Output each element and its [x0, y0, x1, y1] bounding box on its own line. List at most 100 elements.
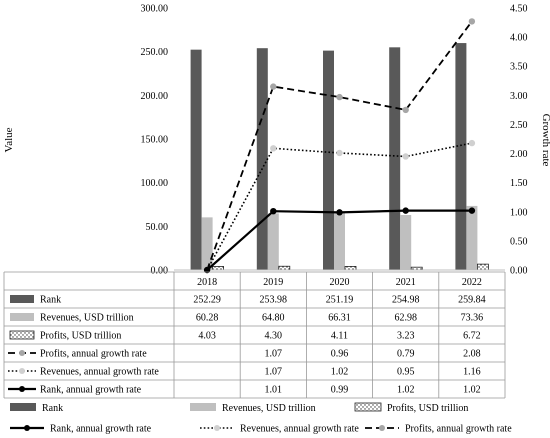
- right-tick-label: 0.50: [510, 236, 528, 247]
- category-label: 2022: [462, 277, 482, 288]
- bar-profits: [212, 266, 225, 271]
- legend-label-rank: Rank: [42, 403, 63, 414]
- table-cell-revenues-growth: 1.07: [265, 367, 283, 378]
- table-key-revenues: [10, 313, 34, 321]
- table-cell-profits: 4.11: [331, 331, 348, 342]
- table-row-label-profits-growth: Profits, annual growth rate: [40, 349, 147, 360]
- legend-label-revenues: Revenues, USD trillion: [222, 403, 316, 414]
- bar-profits: [278, 265, 291, 271]
- marker-revenues-growth: [336, 149, 343, 157]
- legend-key-marker-rank-growth: [24, 425, 30, 431]
- table-cell-rank: 254.98: [392, 295, 420, 306]
- left-tick-label: 200.00: [141, 91, 169, 102]
- table-cell-rank: 253.98: [260, 295, 288, 306]
- left-axis-title: Value: [3, 127, 15, 152]
- right-tick-label: 4.50: [510, 4, 528, 15]
- legend-label-profits-growth: Profits, annual growth rate: [405, 424, 512, 435]
- legend-key-marker-profits-growth: [379, 425, 385, 431]
- left-tick-label: 300.00: [141, 4, 169, 15]
- category-label: 2020: [330, 277, 350, 288]
- marker-profits-growth: [402, 106, 409, 114]
- marker-revenues-growth: [270, 145, 277, 152]
- marker-rank-growth: [468, 207, 476, 214]
- table-cell-rank: 251.19: [326, 295, 354, 306]
- table-cell-profits-growth: 0.79: [397, 349, 415, 360]
- marker-profits-growth: [468, 18, 476, 25]
- bar-rank: [256, 48, 268, 271]
- table-cell-rank-growth: 1.01: [265, 385, 283, 396]
- right-tick-label: 0.00: [510, 266, 528, 277]
- table-cell-profits: 4.30: [265, 331, 283, 342]
- left-tick-label: 0.00: [151, 266, 169, 277]
- right-tick-label: 1.50: [510, 178, 528, 189]
- table-cell-rank: 252.29: [193, 295, 221, 306]
- table-cell-profits-growth: 1.07: [265, 349, 283, 360]
- table-row-label-rank: Rank: [40, 295, 61, 306]
- bar-rank: [455, 43, 467, 271]
- right-tick-label: 1.00: [510, 207, 528, 218]
- right-tick-label: 3.50: [510, 62, 528, 73]
- right-tick-label: 2.50: [510, 120, 528, 131]
- right-axis-title: Growth rate: [540, 114, 550, 167]
- line-profits-growth: [206, 20, 473, 271]
- marker-rank-growth: [336, 209, 343, 216]
- table-cell-revenues: 66.31: [328, 313, 351, 324]
- marker-profits-growth: [336, 93, 343, 101]
- table-cell-revenues-growth: 1.02: [331, 367, 349, 378]
- marker-rank-growth: [402, 207, 409, 214]
- marker-profits-growth: [270, 83, 277, 90]
- right-tick-label: 4.00: [510, 33, 528, 44]
- bar-revenues: [400, 214, 412, 270]
- table-cell-revenues: 60.28: [196, 313, 219, 324]
- table-cell-profits: 3.23: [397, 331, 415, 342]
- legend-label-rank-growth: Rank, annual growth rate: [50, 424, 152, 435]
- left-tick-label: 50.00: [146, 222, 169, 233]
- table-cell-revenues: 62.98: [394, 313, 417, 324]
- table-cell-profits-growth: 0.96: [331, 349, 349, 360]
- right-tick-label: 3.00: [510, 91, 528, 102]
- bar-profits: [344, 266, 357, 271]
- marker-revenues-growth: [402, 153, 409, 160]
- table-cell-rank-growth: 1.02: [463, 385, 481, 396]
- table-cell-profits: 6.72: [463, 331, 481, 342]
- legend-key-revenues: [190, 403, 216, 411]
- marker-revenues-growth: [468, 139, 476, 147]
- legend-label-profits: Profits, USD trillion: [387, 403, 468, 414]
- table-key-marker-profits-growth: [19, 350, 25, 356]
- table-row-label-profits: Profits, USD trillion: [40, 331, 121, 342]
- left-tick-label: 250.00: [141, 47, 169, 58]
- bar-revenues: [201, 217, 213, 270]
- bar-revenues: [466, 205, 478, 270]
- bar-revenues: [334, 212, 345, 270]
- table-row-label-rank-growth: Rank, annual growth rate: [40, 385, 142, 396]
- table-key-profits: [9, 330, 35, 340]
- table-cell-revenues-growth: 1.16: [463, 367, 481, 378]
- table-cell-rank-growth: 0.99: [331, 385, 349, 396]
- left-tick-label: 100.00: [141, 178, 169, 189]
- legend-key-marker-revenues-growth: [214, 425, 220, 431]
- table-cell-rank: 259.84: [458, 295, 486, 306]
- legend-key-profits: [354, 402, 382, 412]
- legend-key-rank: [10, 403, 36, 411]
- category-label: 2018: [197, 277, 217, 288]
- table-row-label-revenues-growth: Revenues, annual growth rate: [40, 367, 159, 378]
- category-label: 2019: [263, 277, 283, 288]
- table-key-marker-rank-growth: [19, 386, 25, 392]
- bar-profits: [476, 263, 489, 271]
- table-cell-revenues-growth: 0.95: [397, 367, 415, 378]
- left-tick-label: 150.00: [141, 135, 169, 146]
- table-cell-profits: 4.03: [198, 331, 216, 342]
- line-revenues-growth: [206, 142, 473, 271]
- bar-rank: [323, 50, 334, 271]
- bar-rank: [389, 47, 401, 270]
- bar-revenues: [267, 213, 279, 270]
- bar-rank: [190, 49, 202, 270]
- table-key-rank: [10, 295, 34, 303]
- table-cell-rank-growth: 1.02: [397, 385, 415, 396]
- table-cell-revenues: 64.80: [262, 313, 285, 324]
- marker-rank-growth: [270, 207, 277, 215]
- marker-rank-growth: [203, 266, 211, 274]
- right-tick-label: 2.00: [510, 149, 528, 160]
- table-key-marker-revenues-growth: [19, 368, 25, 374]
